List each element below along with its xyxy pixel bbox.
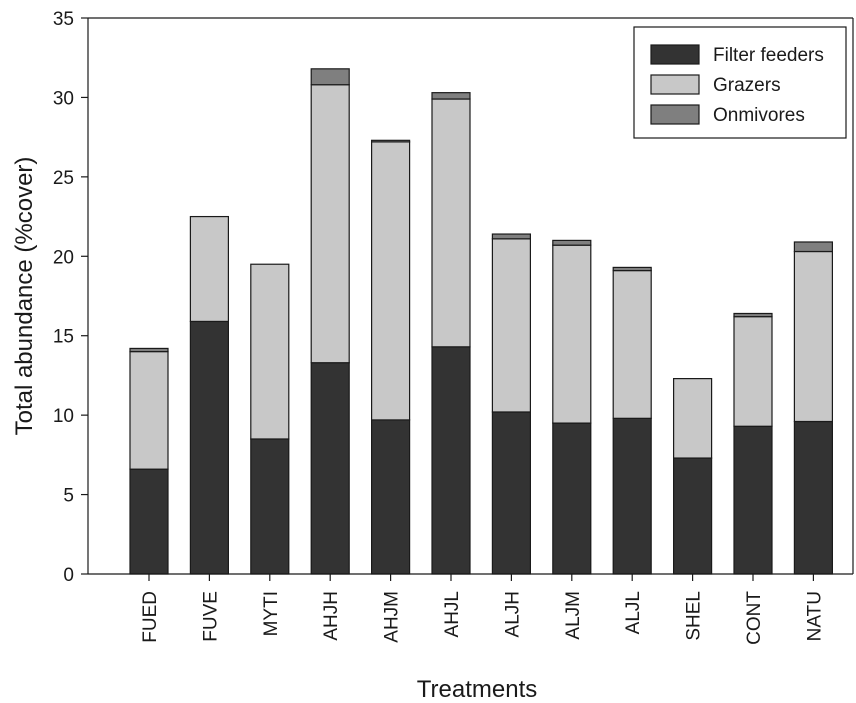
legend-label-filter-feeders: Filter feeders: [713, 45, 824, 66]
bar-ahjm-onmivores: [371, 139, 411, 143]
x-tick-label-fued: FUED: [140, 591, 161, 643]
bar-natu-onmivores: [793, 241, 834, 253]
bar-ahjm-grazers: [371, 141, 411, 421]
bars-layer: [129, 68, 834, 575]
bar-ahjl-grazers: [431, 98, 471, 348]
legend-swatch-grazers: [650, 74, 700, 95]
x-tick-label-cont: CONT: [744, 591, 765, 645]
x-tick-label-aljh: ALJH: [502, 591, 523, 637]
x-tick-label-aljl: ALJL: [623, 591, 644, 634]
x-tick-label-aljm: ALJM: [563, 591, 584, 640]
bar-myti-filter-feeders: [250, 438, 290, 575]
bar-fued-filter-feeders: [129, 468, 169, 575]
x-tick-label-myti: MYTI: [261, 591, 282, 636]
x-tick-label-shel: SHEL: [684, 591, 705, 641]
bar-ahjh-onmivores: [310, 68, 350, 86]
x-tick-label-fuve: FUVE: [200, 591, 221, 642]
bar-aljl-grazers: [612, 269, 652, 419]
bar-cont-grazers: [733, 316, 773, 427]
bar-aljm-filter-feeders: [552, 422, 592, 575]
bar-natu-grazers: [793, 250, 834, 423]
axes-layer: [87, 17, 854, 575]
bar-aljh-onmivores: [491, 233, 531, 240]
bar-myti-grazers: [250, 263, 290, 440]
y-tick-label: 5: [63, 486, 74, 507]
y-tick-label: 0: [63, 565, 74, 586]
bar-aljl-filter-feeders: [612, 417, 652, 575]
legend: Filter feeders Grazers Onmivores: [633, 26, 847, 139]
bar-aljh-grazers: [491, 238, 531, 413]
bar-fuve-grazers: [189, 215, 229, 323]
legend-swatch-onmivores: [650, 104, 700, 125]
bar-ahjl-filter-feeders: [431, 346, 471, 575]
x-tick-label-ahjl: AHJL: [442, 591, 463, 637]
bar-ahjh-filter-feeders: [310, 362, 350, 575]
bar-aljl-onmivores: [612, 266, 652, 272]
legend-swatch-filter-feeders: [650, 44, 700, 65]
y-tick-label: 35: [53, 9, 74, 30]
legend-label-grazers: Grazers: [713, 75, 781, 96]
x-tick-label-ahjh: AHJH: [321, 591, 342, 641]
y-axis-title: Total abundance (%cover): [11, 157, 38, 436]
x-axis-title: Treatments: [417, 676, 537, 703]
bar-cont-onmivores: [733, 312, 773, 318]
bar-ahjh-grazers: [310, 84, 350, 364]
y-tick-label: 30: [53, 88, 74, 109]
bar-aljh-filter-feeders: [491, 411, 531, 575]
y-ticks: 0 5 10 15 20 25 30 35: [53, 9, 88, 586]
y-tick-label: 10: [53, 406, 74, 427]
y-tick-label: 15: [53, 327, 74, 348]
bar-aljm-onmivores: [552, 239, 592, 246]
bar-cont-filter-feeders: [733, 425, 773, 575]
x-ticks: FUED FUVE MYTI AHJH AHJM AHJL ALJH ALJM ALJL SHEL…: [140, 574, 825, 645]
y-tick-label: 25: [53, 168, 74, 189]
x-tick-label-natu: NATU: [804, 591, 825, 641]
bar-fued-grazers: [129, 351, 169, 470]
bar-fuve-filter-feeders: [189, 320, 229, 575]
bar-ahjl-onmivores: [431, 92, 471, 100]
bar-shel-grazers: [672, 378, 713, 459]
bar-shel-filter-feeders: [672, 457, 713, 575]
bar-ahjm-filter-feeders: [371, 419, 411, 575]
bar-fued-onmivores: [129, 347, 169, 353]
bar-natu-filter-feeders: [793, 420, 834, 575]
y-tick-label: 20: [53, 247, 74, 268]
bar-aljm-grazers: [552, 244, 592, 424]
x-tick-label-ahjm: AHJM: [382, 591, 403, 643]
legend-label-onmivores: Onmivores: [713, 105, 805, 126]
